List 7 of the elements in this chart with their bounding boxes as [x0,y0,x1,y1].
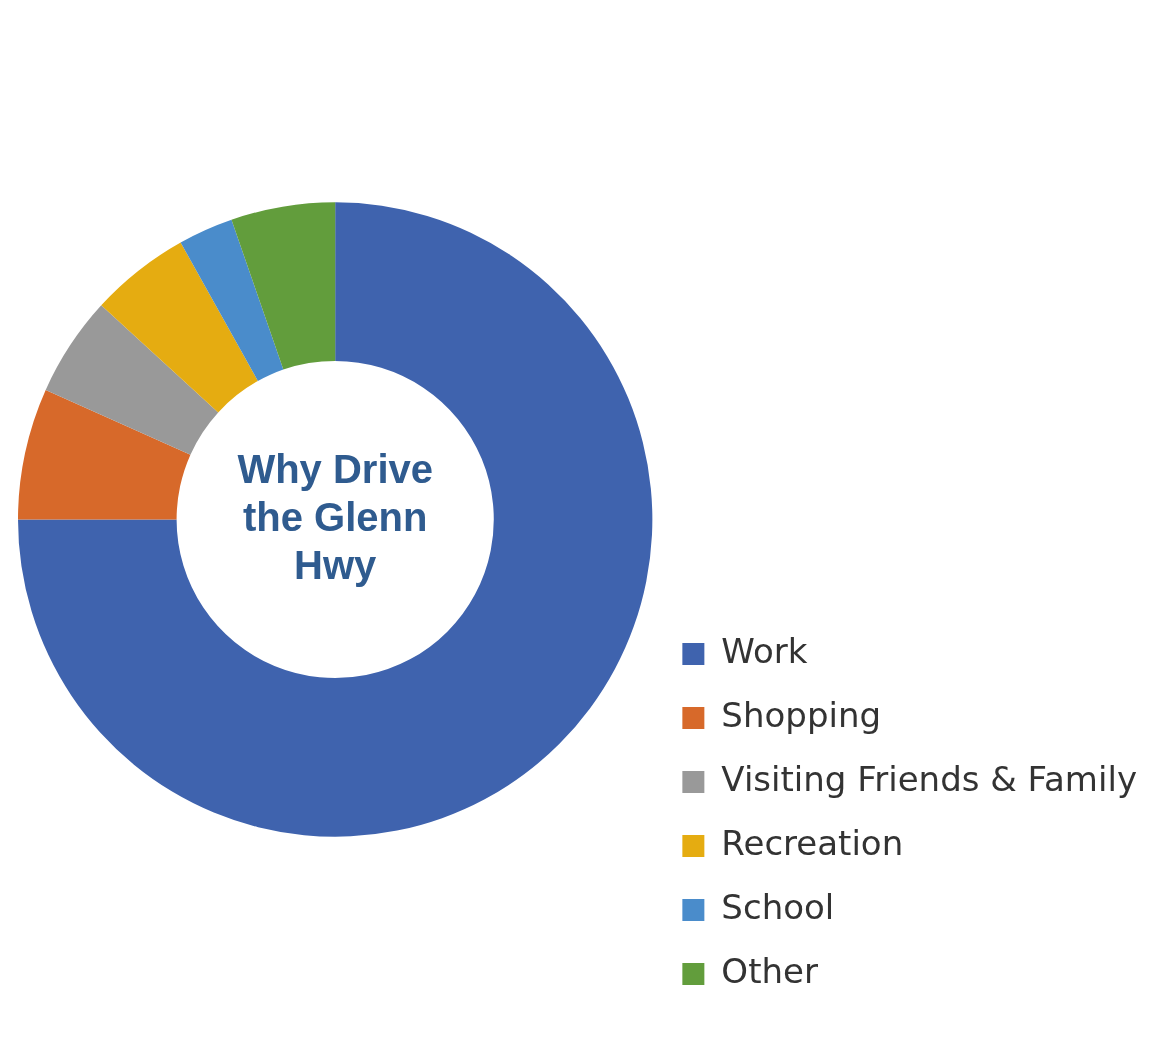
legend-label: Recreation [721,822,904,863]
legend-label: Other [721,950,818,991]
legend-label: School [721,886,835,927]
text: Why Drive the Glenn Hwy [237,446,433,587]
legend-label: Visiting Friends & Family [721,758,1137,799]
legend-label: Shopping [721,694,882,735]
legend-label: Work [721,630,808,671]
